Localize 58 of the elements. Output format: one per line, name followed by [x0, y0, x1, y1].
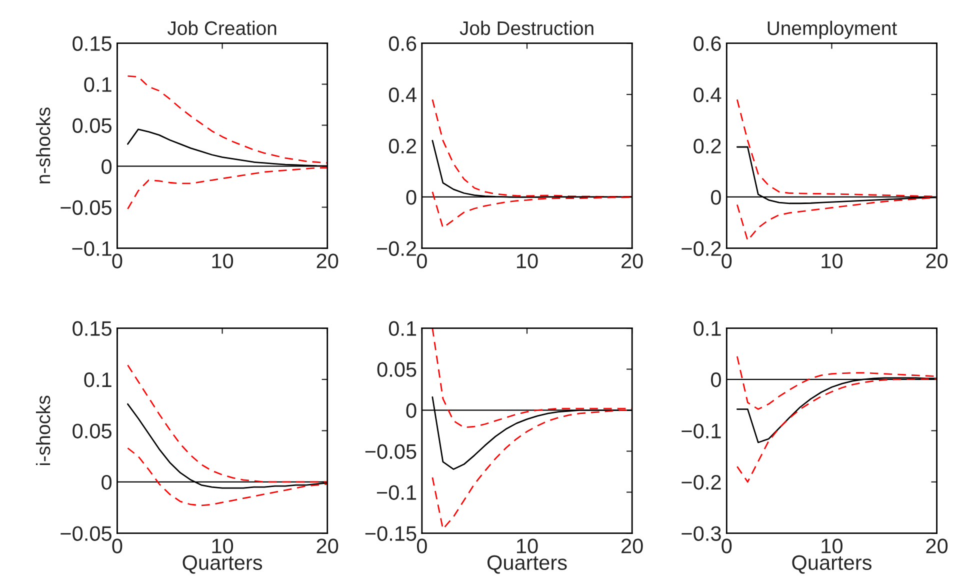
x-tick-label: 20 [622, 538, 643, 554]
y-tick-label: 0 [711, 372, 721, 388]
x-tick-label: 20 [926, 254, 948, 268]
y-tick-label: 0.15 [72, 321, 112, 336]
x-tick-label: 0 [416, 254, 427, 268]
y-tick-label: −0.1 [72, 241, 112, 256]
x-tick-label: 20 [316, 254, 338, 268]
y-tick-label: 0.1 [388, 321, 416, 336]
x-tick-label: 0 [112, 254, 122, 268]
y-tick-label: 0.6 [694, 36, 721, 51]
y-tick-label: 0.6 [388, 36, 416, 51]
y-tick-label: −0.2 [376, 241, 416, 256]
x-tick-label: 10 [212, 254, 234, 268]
y-tick-label: −0.2 [682, 241, 721, 256]
y-tick-label: −0.3 [682, 526, 721, 541]
x-tick-label: 10 [517, 254, 538, 268]
y-tick-label: 0 [102, 159, 112, 174]
y-tick-label: 0.1 [84, 77, 112, 92]
x-axis-title: Quarters [182, 555, 262, 574]
x-tick-label: 10 [212, 538, 234, 554]
y-tick-label: 0 [406, 190, 416, 205]
x-tick-label: 20 [622, 254, 643, 268]
y-tick-label: 0.05 [72, 118, 112, 133]
y-tick-label: 0 [406, 403, 416, 418]
y-tick-label: 0.05 [377, 362, 416, 377]
y-tick-label: 0.2 [694, 138, 721, 154]
x-tick-label: 20 [316, 538, 338, 554]
y-tick-label: −0.1 [682, 424, 721, 438]
chart-title: Unemployment [768, 20, 897, 39]
y-tick-label: −0.05 [60, 526, 112, 541]
x-axis-title: Quarters [792, 555, 872, 574]
y-tick-label: 0.4 [388, 87, 416, 102]
y-tick-label: −0.05 [60, 200, 112, 215]
x-axis-title: Quarters [487, 555, 567, 574]
y-tick-label: 0.05 [72, 424, 112, 438]
y-tick-label: −0.2 [682, 474, 721, 490]
y-axis-title: n-shocks [36, 108, 50, 184]
x-tick-label: 10 [822, 254, 842, 268]
x-tick-label: 10 [517, 538, 538, 554]
x-tick-label: 0 [722, 254, 732, 268]
y-tick-label: 0.1 [84, 372, 112, 388]
x-tick-label: 0 [722, 538, 732, 554]
chart-title: Job Creation [167, 20, 276, 36]
y-tick-label: 0.4 [694, 87, 722, 102]
y-tick-label: 0 [711, 190, 721, 205]
x-tick-label: 10 [822, 538, 842, 554]
y-tick-label: −0.15 [365, 526, 416, 541]
y-axis-title: i-shocks [36, 396, 50, 466]
x-tick-label: 20 [926, 538, 948, 554]
x-tick-label: 0 [416, 538, 427, 554]
y-tick-label: 0.2 [388, 138, 416, 154]
y-tick-label: 0.15 [72, 36, 112, 51]
y-tick-label: 0 [102, 474, 112, 490]
x-tick-label: 0 [112, 538, 122, 554]
y-tick-label: −0.05 [365, 444, 416, 459]
y-tick-label: −0.1 [376, 485, 416, 500]
y-tick-label: 0.1 [694, 321, 721, 336]
chart-title: Job Destruction [460, 20, 594, 36]
